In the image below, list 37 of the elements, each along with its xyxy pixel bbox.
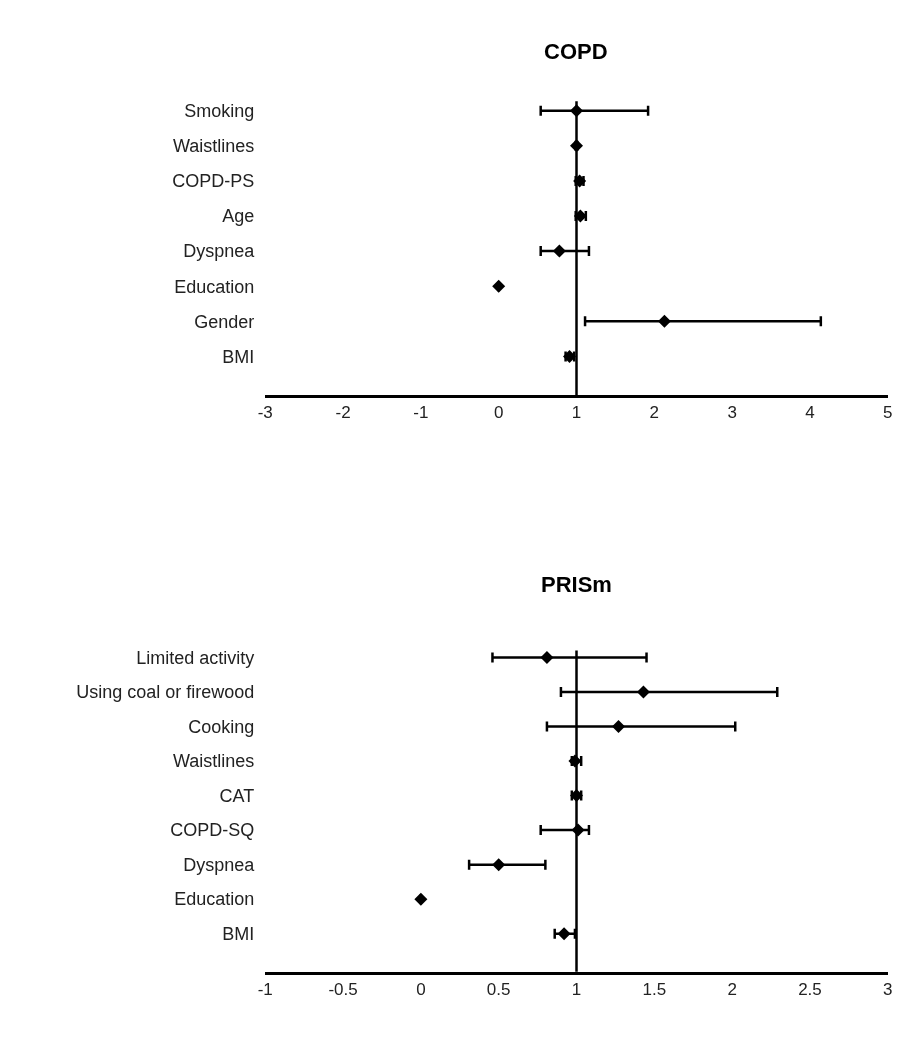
x-tick-label: 2.5	[798, 980, 822, 1000]
y-tick-label: CAT	[219, 785, 255, 806]
x-tick-label: 4	[805, 403, 815, 423]
x-tick-label: 0	[493, 403, 504, 423]
chart-title: PRISm	[541, 572, 612, 597]
x-tick-label: 3	[727, 403, 737, 423]
y-tick-label: Limited activity	[136, 647, 255, 668]
x-tick-label: 3	[883, 980, 893, 1000]
y-tick-label: BMI	[222, 346, 255, 367]
chart-title: COPD	[544, 39, 608, 64]
x-tick-label: 0	[416, 980, 426, 1000]
x-tick-label: -1	[257, 980, 273, 1000]
y-tick-label: Cooking	[188, 716, 255, 737]
y-tick-label: Dyspnea	[183, 854, 256, 875]
x-tick-label: -3	[257, 403, 273, 423]
x-tick-label: 1	[571, 980, 582, 1000]
y-tick-label: Education	[174, 276, 255, 297]
y-tick-label: COPD-PS	[172, 171, 255, 192]
x-tick-label: -2	[335, 403, 351, 423]
x-tick-label: 5	[883, 403, 893, 423]
x-tick-label: -1	[413, 403, 429, 423]
x-tick-label: 1	[571, 403, 582, 423]
x-tick-label: -0.5	[328, 980, 358, 1000]
y-tick-label: Dyspnea	[183, 241, 256, 262]
y-tick-label: Waistlines	[172, 751, 255, 772]
y-tick-label: COPD-SQ	[170, 820, 255, 841]
y-tick-label: Gender	[194, 311, 255, 332]
y-tick-label: Education	[174, 889, 255, 910]
y-tick-label: Waistlines	[172, 136, 255, 157]
x-tick-label: 2	[649, 403, 660, 423]
y-tick-label: Using coal or firewood	[76, 682, 255, 703]
x-tick-label: 2	[727, 980, 737, 1000]
y-tick-label: BMI	[222, 923, 255, 944]
y-tick-label: Age	[222, 206, 255, 227]
x-tick-label: 0.5	[486, 980, 511, 1000]
y-tick-label: Smoking	[184, 100, 255, 121]
x-tick-label: 1.5	[642, 980, 667, 1000]
